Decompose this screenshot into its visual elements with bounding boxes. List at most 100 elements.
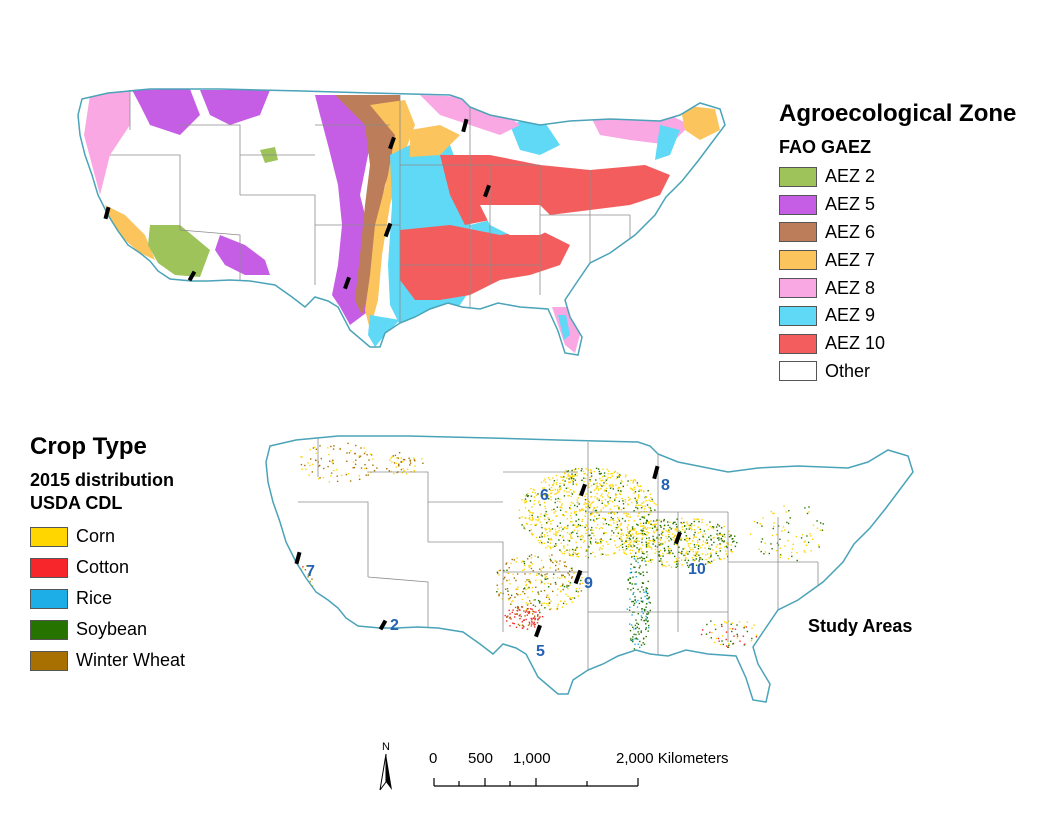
crop-pixel	[569, 534, 572, 536]
crop-pixel	[522, 619, 525, 621]
crop-pixel	[533, 489, 535, 491]
crop-pixel	[365, 467, 368, 470]
study-area-mark	[674, 531, 682, 545]
crop-pixel	[723, 557, 725, 560]
crop-pixel	[509, 625, 511, 627]
crop-pixel	[627, 531, 629, 533]
crop-pixel	[680, 553, 683, 555]
crop-pixel	[526, 608, 528, 611]
crop-pixel	[566, 527, 568, 530]
crop-pixel	[601, 485, 603, 487]
crop-pixel	[773, 512, 775, 515]
crop-pixel	[693, 559, 695, 562]
crop-pixel	[806, 535, 808, 537]
crop-pixel	[595, 479, 597, 481]
crop-pixel	[640, 556, 643, 558]
crop-pixel	[508, 579, 510, 581]
crop-pixel	[330, 472, 333, 474]
crop-pixel	[564, 576, 566, 578]
crop-pixel	[596, 493, 598, 495]
crop-pixel	[738, 621, 741, 623]
crop-pixel	[653, 539, 656, 541]
crop-pixel	[638, 567, 641, 569]
crop-pixel	[348, 452, 351, 454]
crop-pixel	[312, 463, 314, 466]
crop-pixel	[654, 545, 657, 547]
crop-pixel	[704, 533, 706, 535]
crop-pixel	[610, 472, 612, 475]
crop-pixel	[576, 474, 578, 477]
crop-pixel	[639, 547, 641, 549]
crop-pixel	[524, 611, 527, 613]
crop-pixel	[704, 563, 707, 565]
crop-pixel	[630, 571, 633, 574]
crop-pixel	[526, 614, 528, 616]
crop-pixel	[630, 563, 632, 565]
crop-pixel	[659, 549, 662, 552]
crop-pixel	[623, 551, 625, 553]
crop-pixel	[571, 548, 574, 551]
crop-pixel	[576, 526, 578, 529]
crop-pixel	[592, 551, 594, 554]
crop-pixel	[687, 537, 689, 539]
crop-pixel	[673, 535, 676, 538]
crop-pixel	[653, 530, 655, 533]
crop-pixel	[542, 566, 545, 568]
crop-pixel	[639, 489, 641, 491]
crop-pixel	[534, 524, 536, 526]
crop-pixel	[709, 631, 711, 634]
crop-pixel	[590, 472, 593, 474]
crop-pixel	[552, 489, 554, 492]
crop-pixel	[724, 550, 727, 552]
crop-pixel	[560, 504, 563, 507]
crop-pixel	[559, 549, 561, 551]
crop-pixel	[552, 477, 554, 479]
north-label: N	[382, 741, 390, 753]
crop-pixel	[532, 610, 534, 612]
crop-pixel	[634, 540, 636, 542]
crop-pixel	[649, 507, 652, 509]
crop-pixel	[584, 515, 587, 517]
crop-pixel	[707, 562, 709, 564]
crop-pixel	[293, 597, 295, 600]
crop-pixel	[695, 536, 697, 538]
crop-pixel	[637, 515, 639, 517]
crop-pixel	[635, 576, 637, 578]
crop-pixel	[720, 623, 723, 626]
crop-pixel	[577, 523, 580, 526]
crop-pixel	[555, 543, 557, 545]
crop-pixel	[567, 580, 570, 582]
crop-pixel	[771, 534, 774, 537]
crop-pixel	[540, 559, 543, 562]
crop-pixel	[535, 574, 538, 576]
crop-pixel	[669, 553, 671, 555]
crop-pixel	[523, 610, 525, 612]
crop-pixel	[710, 534, 712, 537]
crop-pixel	[548, 518, 550, 521]
crop-pixel	[645, 519, 648, 522]
crop-pixel	[561, 574, 563, 576]
crop-pixel	[772, 527, 774, 530]
aez-legend-subtitle: FAO GAEZ	[779, 137, 872, 157]
crop-pixel	[568, 552, 570, 555]
study-area-mark	[573, 569, 583, 585]
crop-pixel	[756, 522, 759, 524]
crop-pixel	[783, 529, 786, 531]
crop-pixel	[571, 479, 573, 482]
crop-pixel	[555, 608, 558, 610]
crop-pixel	[510, 618, 512, 620]
crop-pixel	[585, 493, 587, 495]
crop-pixel	[668, 564, 670, 566]
crop-pixel	[546, 532, 548, 534]
crop-pixel	[319, 464, 321, 467]
crop-pixel	[616, 477, 618, 480]
crop-pixel	[632, 537, 634, 539]
crop-pixel	[294, 571, 297, 573]
crop-pixel	[655, 523, 657, 525]
crop-pixel	[626, 526, 628, 528]
crop-pixel	[549, 478, 551, 481]
crop-pixel	[643, 591, 645, 593]
crop-pixel	[603, 472, 606, 474]
crop-pixel	[660, 525, 662, 527]
crop-pixel	[709, 562, 711, 564]
